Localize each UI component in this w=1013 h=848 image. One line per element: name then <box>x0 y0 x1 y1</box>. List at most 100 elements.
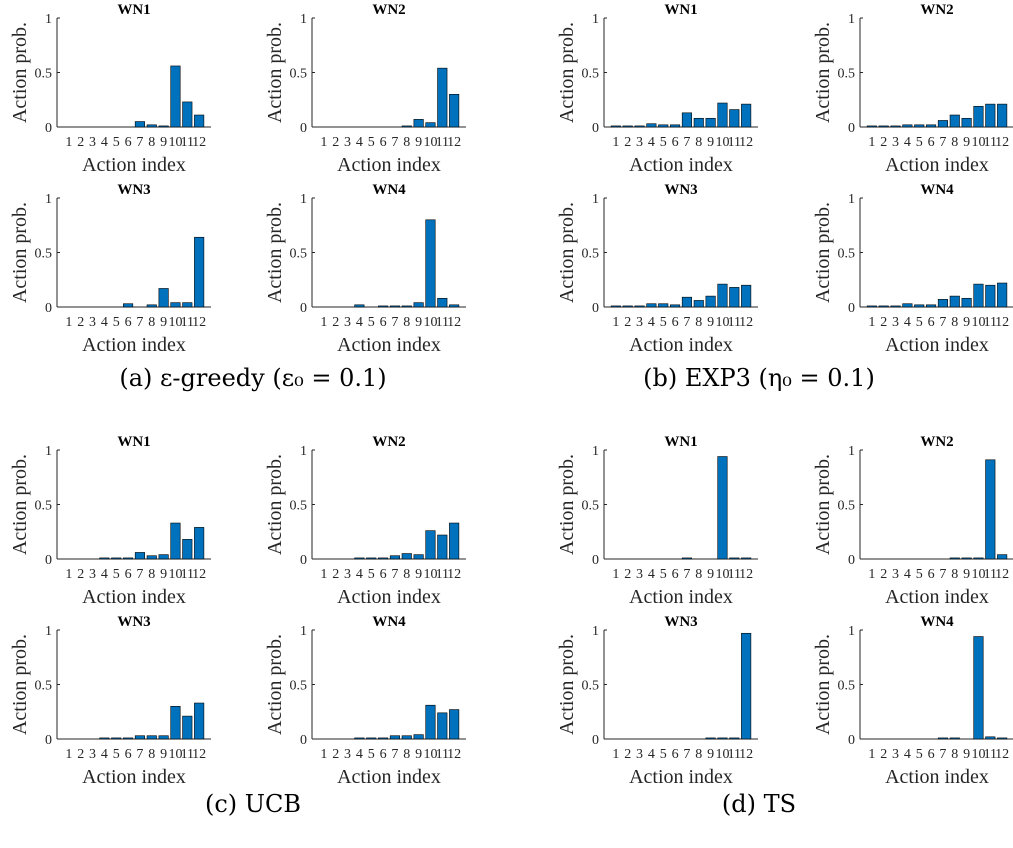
chart-a-wn1-bar-10 <box>170 65 181 128</box>
chart-b-wn3-xtick-5: 5 <box>660 315 667 330</box>
chart-d-wn3-xlabel: Action index <box>629 766 733 788</box>
chart-c-wn2-xtick-6: 6 <box>380 567 387 582</box>
chart-c-wn4-title: WN4 <box>372 614 406 630</box>
chart-b-wn2-bar-8 <box>949 114 960 128</box>
chart-a-wn3-xtick-5: 5 <box>113 315 120 330</box>
chart-c-wn4-bar-5 <box>366 737 377 740</box>
chart-d-wn3-bar-10 <box>717 737 728 740</box>
chart-a-wn1-xtick-12: 12 <box>192 135 206 150</box>
chart-b-wn2-bar-3 <box>890 125 901 128</box>
chart-a-wn3-xtick-11: 11 <box>181 315 194 330</box>
chart-c-wn3-bar-9 <box>158 735 169 740</box>
chart-c-wn4-xtick-4: 4 <box>356 747 363 762</box>
chart-b-wn1-bar-7 <box>681 112 692 128</box>
chart-a-wn2-bar-11 <box>437 67 448 128</box>
chart-d-wn2-xtick-2: 2 <box>880 567 887 582</box>
chart-d-wn1-ytick-1: 0.5 <box>582 499 600 514</box>
chart-d-wn2-xtick-4: 4 <box>904 567 911 582</box>
chart-c-wn4-xtick-8: 8 <box>403 747 410 762</box>
chart-c-wn4-xtick-9: 9 <box>415 747 422 762</box>
chart-d-wn2-xtick-10: 10 <box>971 567 985 582</box>
chart-c-wn1-ytick-2: 1 <box>45 444 52 459</box>
chart-c-wn4-xtick-3: 3 <box>344 747 351 762</box>
chart-c-wn2-bar-9 <box>413 554 424 560</box>
chart-a-wn3-ytick-0: 0 <box>45 301 52 316</box>
chart-b-wn1-bar-1 <box>610 125 621 128</box>
chart-b-wn2-bar-11 <box>985 103 996 128</box>
chart-b-wn3-ytick-0: 0 <box>592 301 599 316</box>
chart-c-wn4-bar-11 <box>437 712 448 740</box>
chart-c-wn1-xtick-11: 11 <box>181 567 194 582</box>
chart-b-wn2-xtick-1: 1 <box>868 135 875 150</box>
chart-d-wn3-xtick-4: 4 <box>648 747 655 762</box>
chart-a-wn2-xtick-10: 10 <box>423 135 437 150</box>
chart-a-wn3-xtick-6: 6 <box>125 315 132 330</box>
chart-a-wn4-xtick-8: 8 <box>403 315 410 330</box>
chart-c-wn2-ytick-0: 0 <box>300 553 307 568</box>
chart-c-wn1-xtick-5: 5 <box>113 567 120 582</box>
chart-b-wn3-ytick-2: 1 <box>592 192 599 207</box>
chart-a-wn1-ytick-1: 0.5 <box>35 67 53 82</box>
chart-a-wn3-xtick-12: 12 <box>192 315 206 330</box>
chart-b-wn3-bar-4 <box>646 303 657 308</box>
chart-b-wn3-bar-9 <box>705 295 716 308</box>
chart-b-wn3-xtick-3: 3 <box>636 315 643 330</box>
chart-a-wn2-ytick-0: 0 <box>300 121 307 136</box>
chart-d-wn3-ylabel: Action prob. <box>556 634 578 735</box>
chart-d-wn2-bar-9 <box>961 557 972 560</box>
chart-c-wn4-bar-10 <box>425 704 436 740</box>
chart-a-wn1-xlabel: Action index <box>82 154 186 176</box>
chart-d-wn4-bar-8 <box>949 737 960 740</box>
chart-b-wn1-xtick-8: 8 <box>695 135 702 150</box>
chart-d-wn4-xtick-12: 12 <box>995 747 1009 762</box>
chart-d-wn2-xtick-11: 11 <box>984 567 997 582</box>
chart-d-wn1-xtick-7: 7 <box>683 567 690 582</box>
chart-c-wn2-xtick-4: 4 <box>356 567 363 582</box>
chart-a-wn3-xtick-3: 3 <box>89 315 96 330</box>
chart-c-wn3-xtick-2: 2 <box>77 747 84 762</box>
chart-c-wn3-ytick-1: 0.5 <box>35 679 53 694</box>
chart-a-wn4-ylabel: Action prob. <box>264 202 286 303</box>
chart-c-wn1-bar-4 <box>99 557 110 560</box>
chart-d-wn1-bar-12 <box>741 557 752 560</box>
chart-b-wn3-ytick-1: 0.5 <box>582 247 600 262</box>
chart-d-wn1-title: WN1 <box>664 434 697 450</box>
chart-c-wn3-xtick-6: 6 <box>125 747 132 762</box>
chart-d-wn1-xtick-5: 5 <box>660 567 667 582</box>
chart-c-wn1-title: WN1 <box>117 434 150 450</box>
chart-a-wn2-xtick-3: 3 <box>344 135 351 150</box>
chart-a-wn2-xtick-12: 12 <box>447 135 461 150</box>
chart-d-wn4-ytick-1: 0.5 <box>838 679 856 694</box>
chart-d-wn3-xtick-11: 11 <box>728 747 741 762</box>
chart-b-wn1-ytick-2: 1 <box>592 12 599 27</box>
chart-b-wn3-xtick-7: 7 <box>683 315 690 330</box>
chart-d-wn1-xtick-11: 11 <box>728 567 741 582</box>
chart-b-wn2-bar-2 <box>878 125 889 128</box>
chart-a-wn3-xtick-7: 7 <box>136 315 143 330</box>
chart-d-wn3-xtick-9: 9 <box>707 747 714 762</box>
chart-b-wn3-xlabel: Action index <box>629 334 733 356</box>
chart-b-wn3-xtick-10: 10 <box>715 315 729 330</box>
chart-c-wn4-ylabel: Action prob. <box>264 634 286 735</box>
chart-d-wn2-xtick-5: 5 <box>916 567 923 582</box>
chart-b-wn2-bar-4 <box>902 124 913 128</box>
chart-c-wn2-bar-5 <box>366 557 377 560</box>
chart-b-wn2-ytick-1: 0.5 <box>838 67 856 82</box>
chart-b-wn4-bar-11 <box>985 284 996 308</box>
chart-c-wn4-xtick-11: 11 <box>436 747 449 762</box>
chart-a-wn2-ytick-1: 0.5 <box>290 67 308 82</box>
chart-c-wn4-ytick-2: 1 <box>300 624 307 639</box>
chart-c-wn2-ytick-1: 0.5 <box>290 499 308 514</box>
chart-d-wn1-ytick-0: 0 <box>592 553 599 568</box>
chart-a-wn2-xtick-9: 9 <box>415 135 422 150</box>
chart-a-wn3-bar-6 <box>123 303 134 308</box>
chart-a-wn2-xtick-1: 1 <box>320 135 327 150</box>
caption-d: (d) TS <box>721 790 797 818</box>
chart-d-wn1-xtick-4: 4 <box>648 567 655 582</box>
chart-c-wn1-bar-10 <box>170 522 181 560</box>
chart-a-wn3-xtick-10: 10 <box>168 315 182 330</box>
chart-c-wn3-ylabel: Action prob. <box>9 634 31 735</box>
